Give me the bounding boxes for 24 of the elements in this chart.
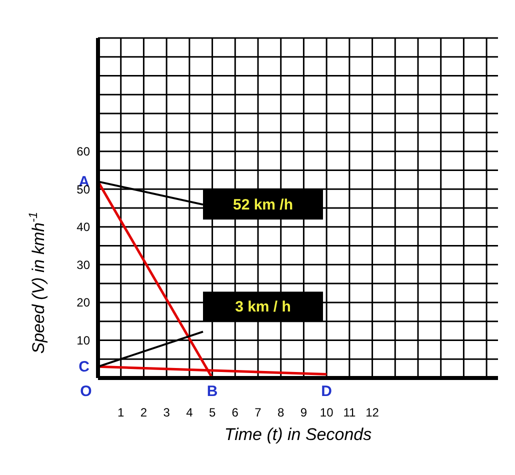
text: O [80,383,92,400]
y-tick-label: 10 [76,333,90,348]
x-tick-label: 10 [320,406,334,420]
annotation: C [78,358,90,376]
x-tick-label: 4 [186,406,194,420]
annotation: 52 km /h [232,196,294,214]
x-tick-label: 1 [118,406,125,420]
x-tick-label: 9 [300,406,308,420]
x-tick-label: 5 [208,406,216,420]
x-tick-label: 11 [343,406,356,420]
x-tick-label: 2 [140,406,148,420]
y-tick-label: 30 [76,258,90,272]
x-tick-label: 7 [254,406,262,420]
annotation: B [206,383,218,400]
y-tick-label: 60 [76,144,90,159]
x-tick-label: 3 [163,406,170,420]
annotation: 3 km / h [235,298,291,316]
y-tick-label: 40 [76,220,90,234]
annotation: D [321,383,332,400]
y-tick-label: 20 [76,296,90,310]
x-tick-label: 12 [366,406,380,420]
x-axis-title: Time (t) in Seconds [224,425,372,444]
x-tick-label: 6 [232,406,239,420]
x-tick-label: 8 [278,406,285,420]
